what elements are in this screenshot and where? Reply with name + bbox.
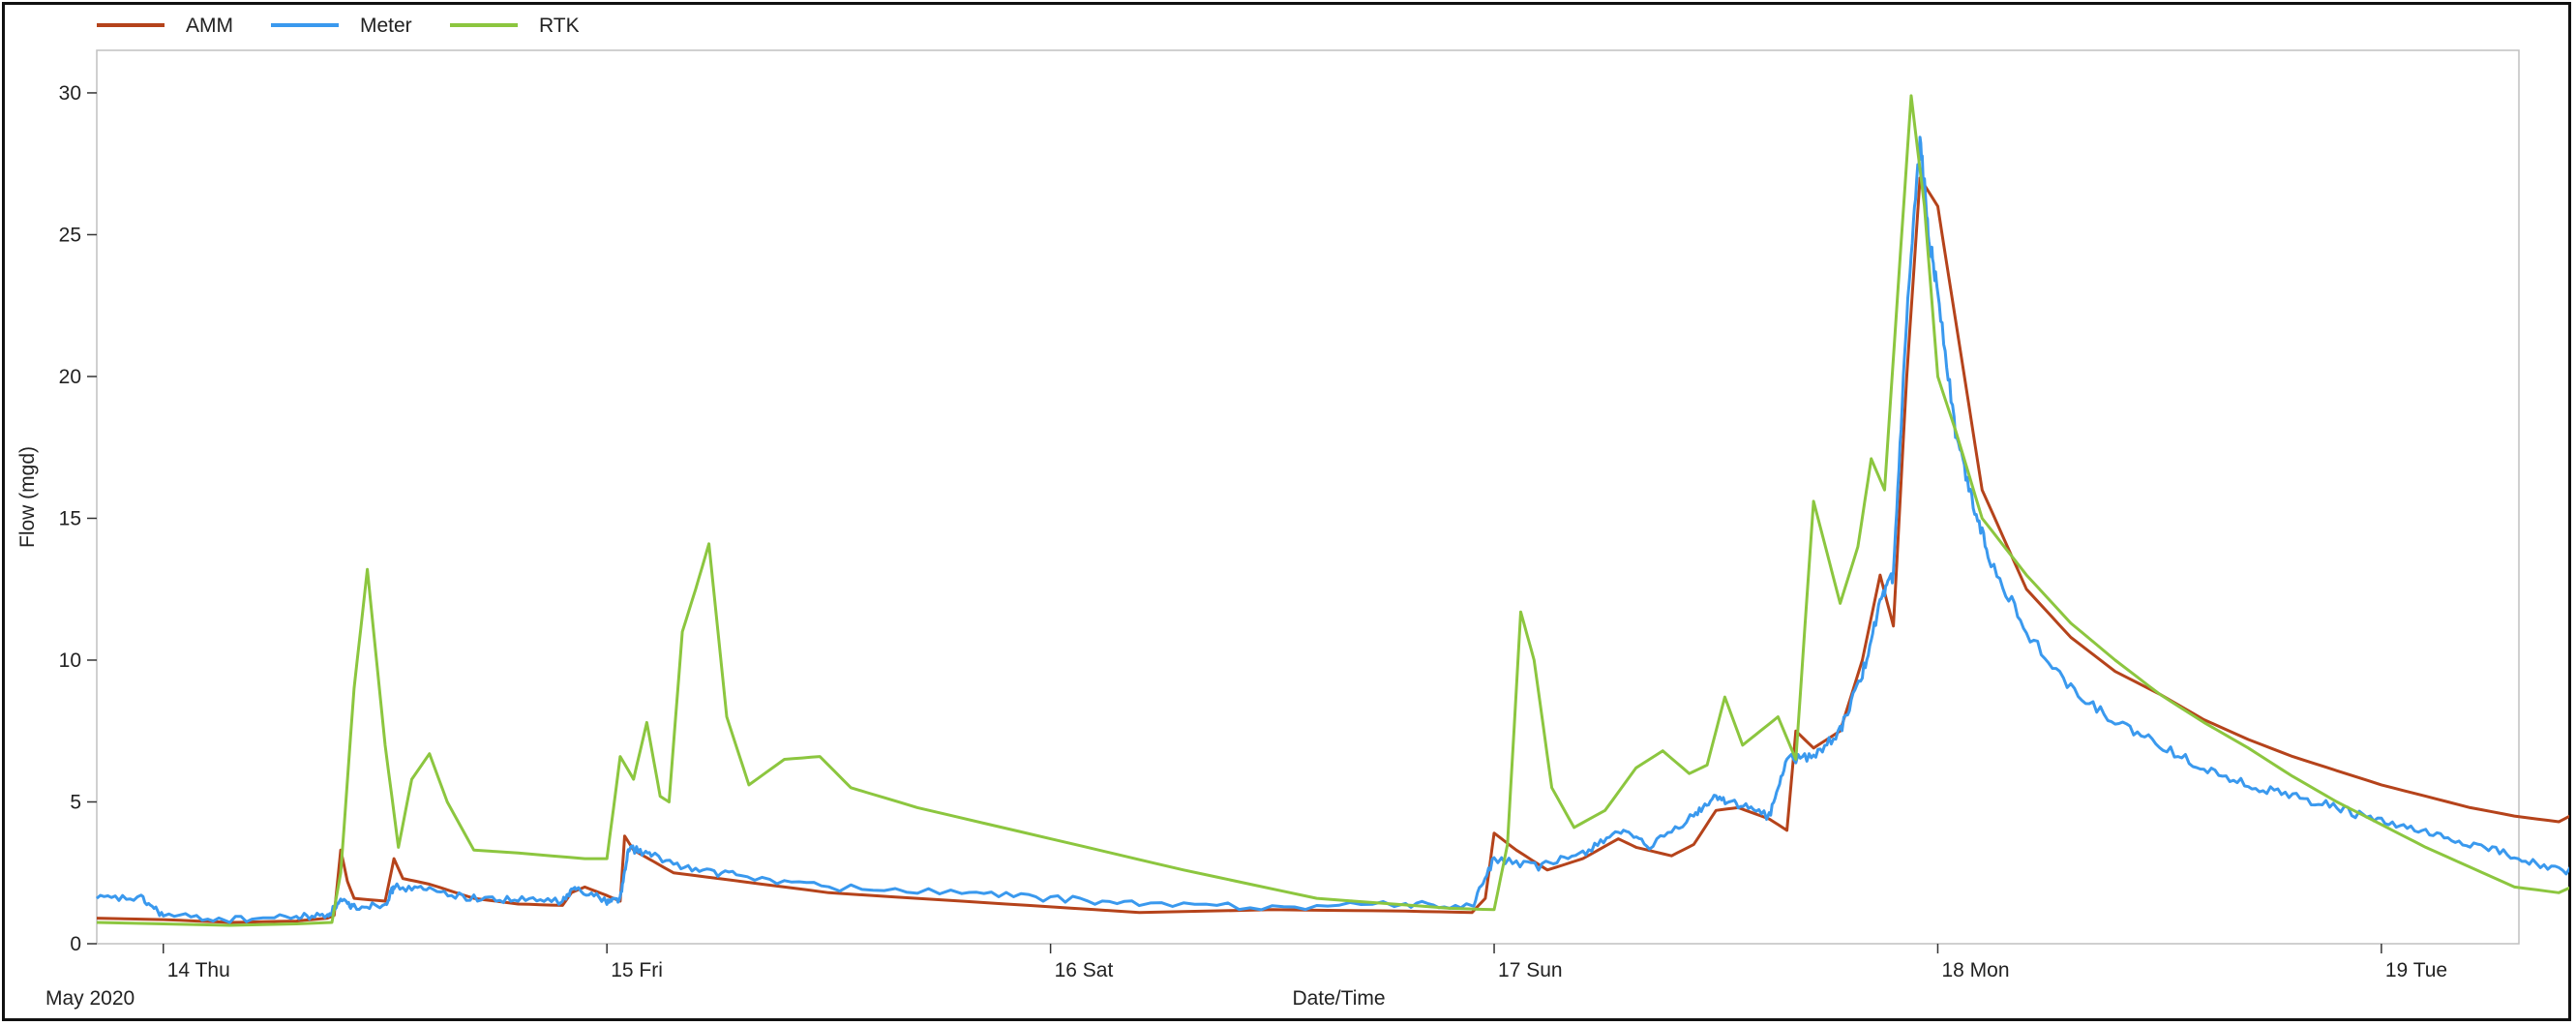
chart-legend: AMM Meter RTK xyxy=(97,15,580,37)
x-tick-label: 19 Tue xyxy=(2385,959,2447,981)
plot-area: 0 5 10 15 20 25 30 14 Thu 15 Fri 16 Sat 17 Sun 18 … xyxy=(59,49,2569,981)
x-axis: 14 Thu 15 Fri 16 Sat 17 Sun 18 Mon 19 Tue xyxy=(163,944,2447,981)
y-tick-label: 20 xyxy=(59,366,81,388)
y-tick-label: 5 xyxy=(70,791,81,813)
legend-label-rtk: RTK xyxy=(539,15,580,37)
legend-label-amm: AMM xyxy=(186,15,233,37)
y-axis: 0 5 10 15 20 25 30 xyxy=(59,82,97,955)
x-tick-label: 18 Mon xyxy=(1941,959,2009,981)
x-tick-label: 16 Sat xyxy=(1055,959,1114,981)
x-tick-label: 15 Fri xyxy=(611,959,663,981)
series-line-rtk xyxy=(96,94,2569,927)
y-tick-label: 25 xyxy=(59,224,81,246)
y-tick-label: 15 xyxy=(59,507,81,529)
legend-label-meter: Meter xyxy=(360,15,412,37)
x-tick-label: 14 Thu xyxy=(167,959,230,981)
x-axis-context-label: May 2020 xyxy=(45,987,135,1010)
series-line-amm xyxy=(96,176,2569,924)
plot-border xyxy=(96,49,2520,945)
series-line-meter xyxy=(96,136,2569,924)
y-tick-label: 30 xyxy=(59,82,81,105)
x-tick-label: 17 Sun xyxy=(1498,959,1563,981)
series-layer xyxy=(96,94,2569,927)
y-axis-title: Flow (mgd) xyxy=(16,446,39,548)
flow-chart: AMM Meter RTK 0 5 10 15 20 25 30 14 Thu 15 Fri 16 … xyxy=(16,15,2569,1010)
x-axis-title: Date/Time xyxy=(1292,987,1385,1010)
y-tick-label: 10 xyxy=(59,649,81,672)
y-tick-label: 0 xyxy=(70,933,81,955)
